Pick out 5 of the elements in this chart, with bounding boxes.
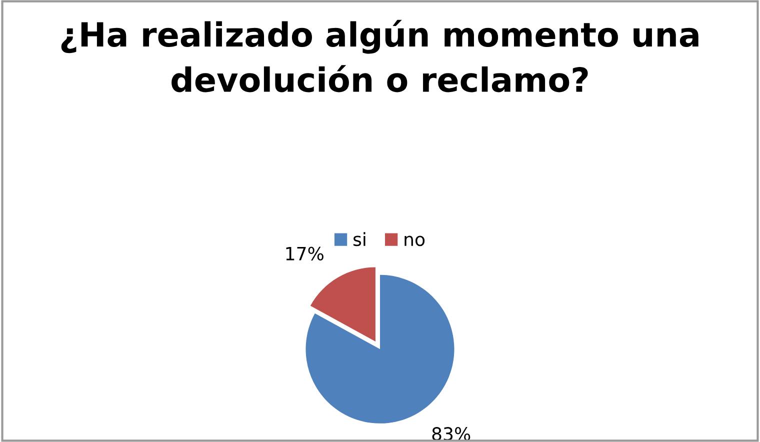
legend-label: no (404, 236, 425, 246)
chart-title: ¿Ha realizado algún momento una devolución o reclamo? (61, 20, 698, 92)
data-label: 83% (432, 427, 470, 441)
data-label: 17% (286, 246, 324, 260)
legend-label: si (353, 232, 366, 246)
